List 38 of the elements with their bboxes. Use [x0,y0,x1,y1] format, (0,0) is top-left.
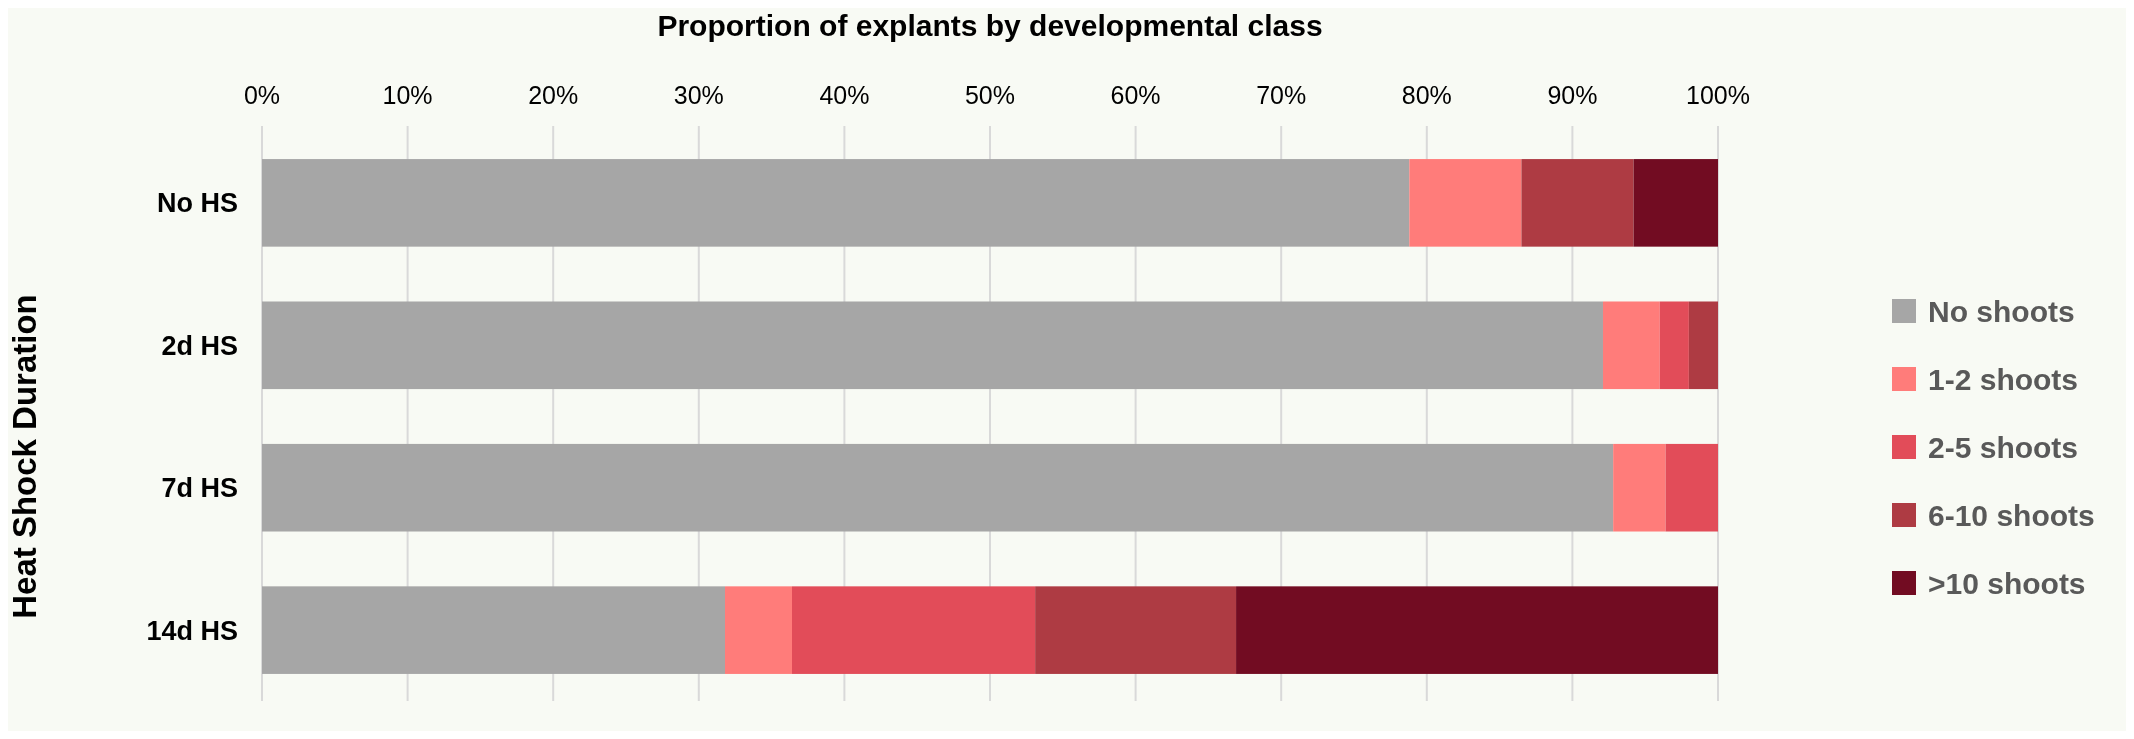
y-tick-label: 2d HS [161,330,238,361]
x-tick-label: 90% [1547,81,1598,109]
x-tick-label: 80% [1401,81,1452,109]
bar [1409,159,1522,247]
legend-label: 1-2 shoots [1928,362,2079,396]
legend-label: >10 shoots [1928,566,2086,600]
bar [262,443,1614,532]
bar [1659,301,1689,390]
bar [1665,443,1718,532]
y-tick-label: 7d HS [161,473,238,504]
legend-label: 2-5 shoots [1928,430,2079,464]
chart-title: Proportion of explants by developmental class [657,9,1323,42]
x-tick-label: 30% [673,81,724,109]
x-tick-label: 50% [964,81,1016,109]
bar [262,159,1410,247]
bar [1035,586,1237,674]
bar [1613,443,1666,532]
bar [725,586,792,674]
x-tick-label: 100% [1686,81,1750,109]
x-tick-label: 40% [819,81,870,109]
bar [1602,301,1660,390]
bar [1688,301,1718,390]
x-tick-label: 10% [382,81,433,109]
bar [1236,586,1718,674]
x-tick-label: 20% [528,81,579,109]
bar [262,301,1603,390]
x-tick-label: 0% [243,81,281,109]
bar [1633,159,1718,247]
x-tick-label: 70% [1256,81,1307,109]
y-tick-label: 14d HS [146,615,238,646]
legend-label: No shoots [1928,294,2075,328]
bar [1521,159,1634,247]
y-tick-label: No HS [157,188,238,219]
x-tick-label: 60% [1110,81,1161,109]
y-axis-title: Heat Shock Duration [6,294,43,619]
bar [262,586,726,674]
legend-label: 6-10 shoots [1928,498,2095,532]
bar [791,586,1036,674]
